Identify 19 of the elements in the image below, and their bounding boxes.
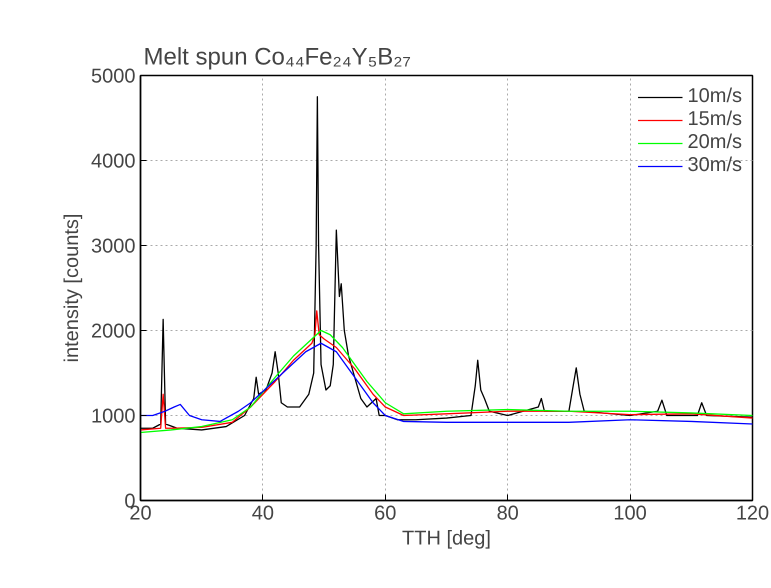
legend-label: 15m/s <box>688 108 742 131</box>
y-axis-title: intensity [counts] <box>61 214 84 362</box>
x-tick-label: 100 <box>613 502 647 524</box>
y-tick-label: 1000 <box>91 406 136 428</box>
x-axis-title: TTH [deg] <box>402 528 491 550</box>
y-tick-label: 3000 <box>91 236 136 258</box>
x-tick-label: 60 <box>374 502 396 524</box>
x-tick-label: 40 <box>252 502 274 524</box>
y-tick-label: 4000 <box>91 150 136 172</box>
line-series <box>140 330 752 434</box>
y-tick-label: 2000 <box>91 320 136 342</box>
legend-label: 10m/s <box>688 85 742 108</box>
line-series <box>140 310 752 431</box>
y-tick-label: 5000 <box>91 66 136 88</box>
x-tick-label: 80 <box>496 502 519 524</box>
chart-title: Melt spun Co₄₄Fe₂₄Y₅B₂₇ <box>144 44 411 70</box>
x-tick-label: 120 <box>736 502 770 524</box>
legend-label: 20m/s <box>688 131 742 154</box>
legend-label: 30m/s <box>688 154 742 177</box>
